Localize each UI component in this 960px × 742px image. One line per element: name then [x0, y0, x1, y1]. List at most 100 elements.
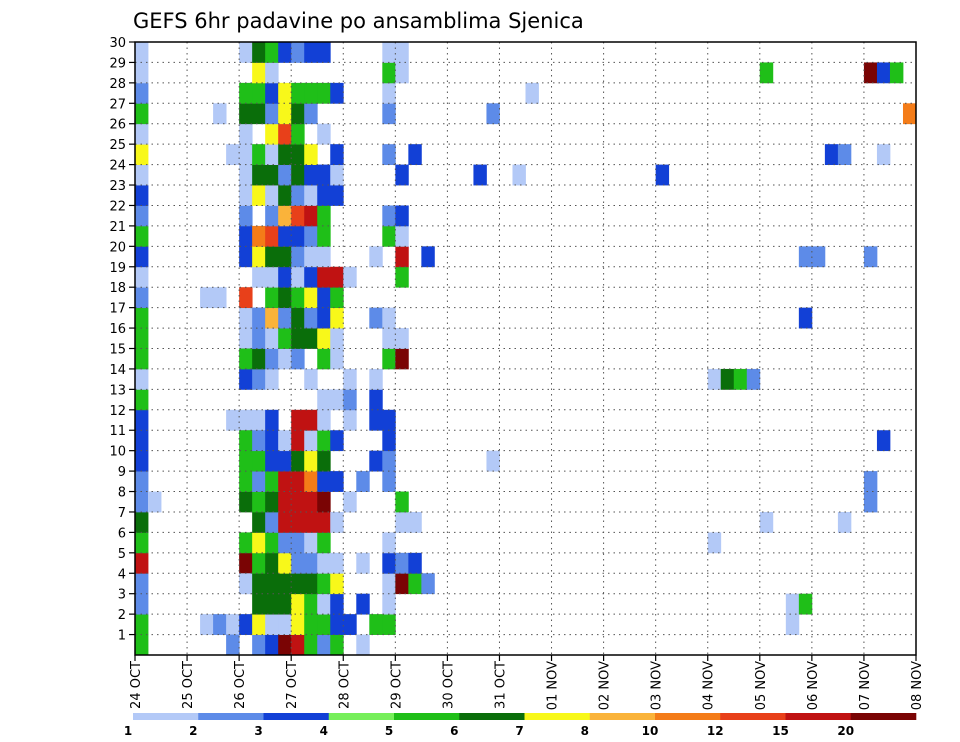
heatmap-cell: [278, 205, 292, 227]
y-tick-label: 3: [118, 588, 126, 603]
heatmap-cell: [330, 287, 344, 309]
heatmap-cell: [278, 552, 292, 574]
heatmap-cell: [252, 144, 266, 165]
heatmap-cell: [265, 491, 279, 513]
heatmap-cell: [330, 573, 344, 595]
heatmap-cell: [343, 491, 357, 513]
heatmap-cell: [382, 593, 396, 615]
heatmap-cell: [369, 368, 383, 390]
heatmap-cell: [239, 144, 253, 165]
heatmap-cell: [486, 450, 500, 472]
heatmap-cell: [135, 573, 149, 595]
heatmap-cell: [304, 42, 318, 63]
y-tick-label: 10: [109, 445, 126, 460]
heatmap-cell: [291, 471, 305, 492]
heatmap-cell: [382, 450, 396, 472]
heatmap-cell: [265, 368, 279, 390]
y-tick-label: 18: [109, 281, 126, 296]
heatmap-cell: [317, 614, 331, 635]
heatmap-cell: [759, 62, 774, 84]
heatmap-cell: [382, 103, 396, 125]
heatmap-cell: [278, 144, 292, 165]
heatmap-cell: [382, 328, 396, 349]
heatmap-cell: [265, 450, 279, 472]
heatmap-cell: [512, 164, 526, 186]
x-tick-label: 30 OCT: [441, 661, 456, 709]
heatmap-cell: [343, 409, 357, 431]
heatmap-cell: [655, 164, 670, 186]
heatmap-cell: [265, 348, 279, 370]
y-tick-label: 5: [118, 547, 126, 562]
colorbar-label: 2: [189, 724, 197, 738]
heatmap-cell: [278, 491, 292, 513]
heatmap-cell: [239, 123, 253, 145]
heatmap-cell: [278, 511, 292, 533]
heatmap-cell: [317, 266, 331, 288]
heatmap-cell: [213, 614, 227, 635]
heatmap-cell: [369, 450, 383, 472]
heatmap-cell: [278, 532, 292, 554]
colorbar-label: 10: [642, 724, 659, 738]
x-tick-label: 04 NOV: [702, 661, 717, 710]
heatmap-cell: [265, 328, 279, 349]
gridlines: [135, 42, 916, 655]
heatmap-cell: [837, 144, 852, 165]
heatmap-cell: [408, 511, 422, 533]
y-tick-label: 25: [109, 138, 126, 153]
x-tick-label: 31 OCT: [493, 661, 508, 709]
heatmap-cell: [278, 634, 292, 656]
x-tick-label: 27 OCT: [285, 661, 300, 709]
heatmap-cell: [317, 307, 331, 329]
heatmap-cell: [265, 430, 279, 452]
heatmap-cell: [135, 287, 149, 309]
heatmap-cell: [356, 593, 370, 615]
y-tick-label: 29: [109, 56, 126, 71]
heatmap-cell: [135, 450, 149, 472]
heatmap-cell: [278, 185, 292, 206]
y-tick-label: 23: [109, 179, 126, 194]
heatmap-cell: [278, 328, 292, 349]
heatmap-cell: [356, 634, 370, 656]
heatmap-cell: [395, 225, 409, 247]
heatmap-cell: [317, 511, 331, 533]
y-tick-label: 7: [118, 506, 126, 521]
heatmap-cell: [317, 225, 331, 247]
colorbar-label: 8: [581, 724, 589, 738]
colorbar-swatch: [394, 713, 460, 720]
y-tick-label: 12: [109, 404, 126, 419]
heatmap-cell: [135, 62, 149, 84]
heatmap-cell: [304, 205, 318, 227]
heatmap-cell: [395, 62, 409, 84]
heatmap-cell: [239, 246, 253, 268]
heatmap-cell: [304, 491, 318, 513]
y-tick-label: 24: [109, 159, 126, 174]
colorbar-swatch: [720, 713, 786, 720]
heatmap-cell: [135, 511, 149, 533]
heatmap-cell: [304, 368, 318, 390]
heatmap-cell: [291, 614, 305, 635]
heatmap-cell: [265, 471, 279, 492]
heatmap-cell: [382, 225, 396, 247]
colorbar-swatch: [655, 713, 721, 720]
heatmap-cell: [239, 614, 253, 635]
heatmap-cell: [252, 430, 266, 452]
heatmap-cell: [265, 307, 279, 329]
heatmap-cell: [395, 573, 409, 595]
colorbar-label: 5: [385, 724, 393, 738]
heatmap-cell: [265, 164, 279, 186]
heatmap-cell: [252, 62, 266, 84]
heatmap-cell: [343, 266, 357, 288]
heatmap-cell: [278, 42, 292, 63]
heatmap-cell: [291, 205, 305, 227]
heatmap-cell: [330, 471, 344, 492]
heatmap-cell: [278, 123, 292, 145]
heatmap-cell: [720, 368, 735, 390]
heatmap-cell: [239, 430, 253, 452]
heatmap-cell: [252, 164, 266, 186]
y-tick-label: 28: [109, 77, 126, 92]
heatmap-cell: [278, 307, 292, 329]
heatmap-cell: [239, 348, 253, 370]
heatmap-cell: [252, 246, 266, 268]
heatmap-cell: [265, 532, 279, 554]
heatmap-cell: [330, 634, 344, 656]
